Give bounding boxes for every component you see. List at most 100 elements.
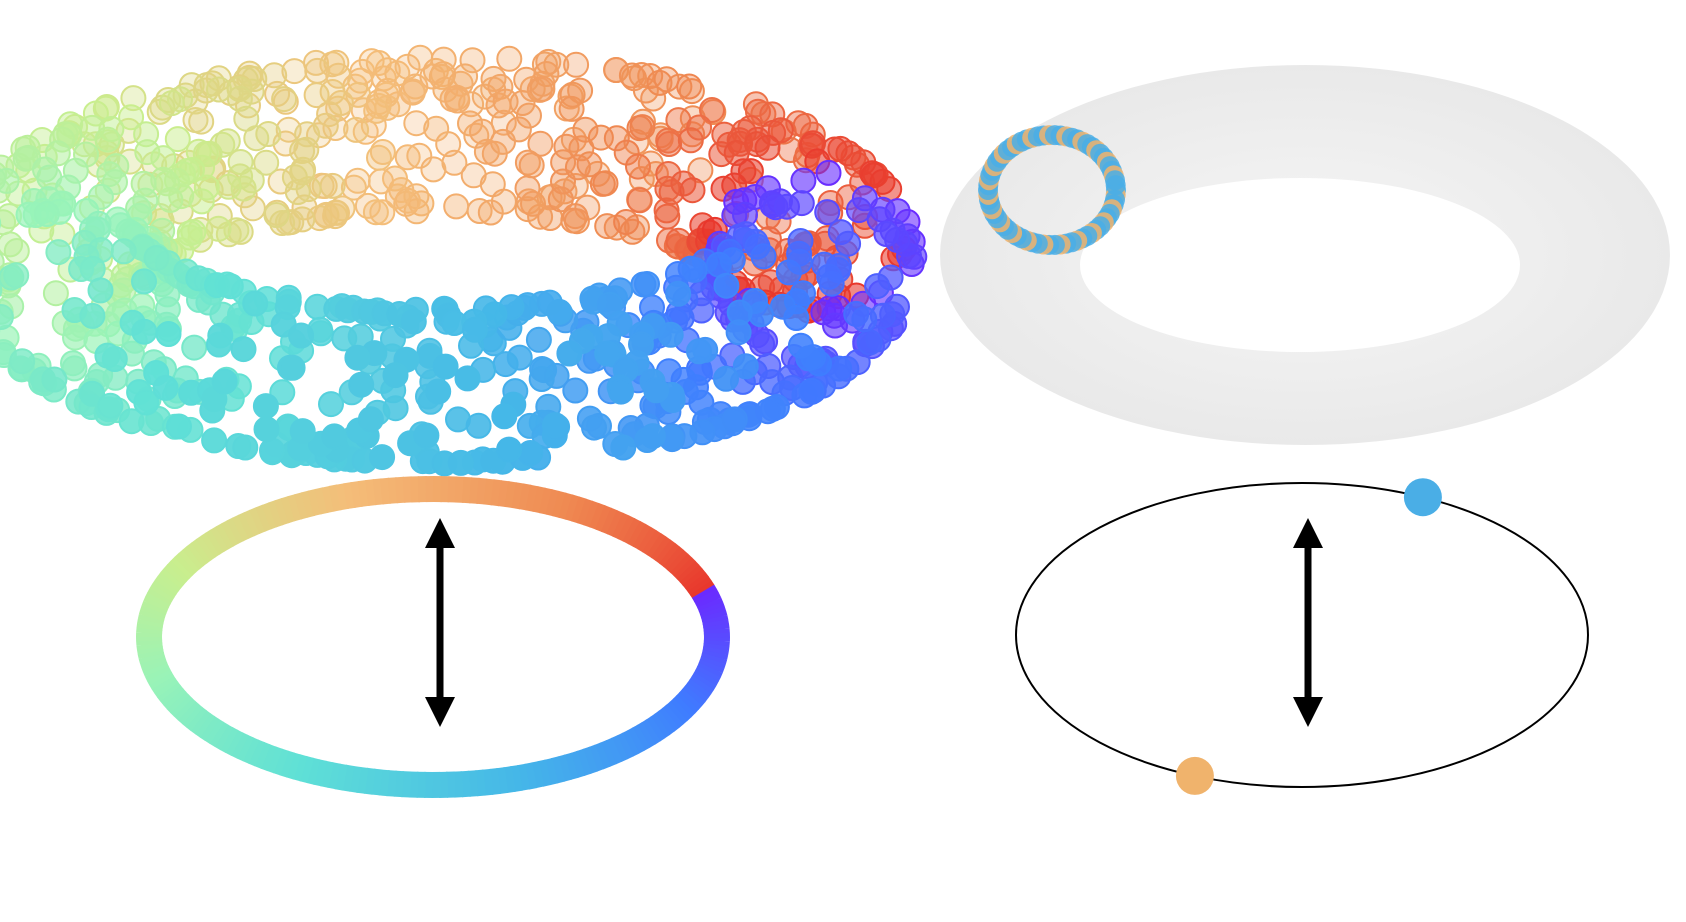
torus-point (581, 414, 607, 441)
torus-point (516, 102, 542, 129)
torus-point (120, 85, 147, 112)
torus-point (603, 57, 630, 83)
ring-segment (243, 509, 261, 537)
torus-point (459, 47, 486, 74)
torus-point (0, 304, 14, 330)
torus-point (856, 329, 883, 356)
torus-point (94, 126, 121, 153)
torus-point (322, 199, 349, 226)
ring-segment (237, 512, 256, 539)
torus-point (610, 434, 637, 461)
torus-point (677, 127, 704, 154)
ring-segment (357, 480, 370, 507)
torus-point (699, 97, 725, 123)
blue-marker (1403, 478, 1442, 517)
torus-point (514, 149, 541, 176)
torus-point (382, 362, 409, 389)
torus-point (732, 353, 759, 380)
torus-point (369, 199, 396, 226)
torus-point (425, 378, 452, 405)
torus-point (45, 239, 72, 266)
torus-point (0, 209, 17, 236)
torus-point (576, 151, 603, 178)
ring-segment (307, 488, 322, 517)
torus-point (562, 203, 589, 230)
torus-point (321, 423, 348, 450)
ring-segment (699, 656, 726, 669)
torus-point (509, 90, 536, 116)
torus-point (713, 365, 739, 392)
torus-point (639, 423, 666, 450)
torus-point (721, 406, 748, 433)
torus-point (754, 398, 781, 425)
torus-point (423, 115, 450, 142)
torus-point (42, 280, 69, 307)
torus-point (864, 273, 891, 300)
torus-point (814, 199, 841, 226)
arrow-head-up-icon (1293, 518, 1323, 548)
left-double-arrow (425, 518, 455, 727)
arrow-head-down-icon (1293, 697, 1323, 727)
torus-point (176, 220, 203, 247)
ring-segment (272, 748, 289, 776)
arrow-head-up-icon (425, 518, 455, 548)
torus-point (227, 149, 254, 175)
torus-point (822, 312, 848, 339)
ring-segment (698, 659, 725, 674)
ring-segment (637, 526, 657, 553)
ring-segment (646, 533, 667, 559)
ring-segment (137, 618, 164, 628)
torus-point (344, 344, 371, 371)
torus-point (79, 255, 106, 282)
arrow-head-down-icon (425, 697, 455, 727)
ring-segment (136, 642, 163, 651)
torus-point (289, 206, 316, 233)
ring-segment (215, 523, 235, 550)
torus-point (646, 69, 673, 96)
torus-point (131, 318, 158, 345)
torus-point (656, 131, 683, 157)
torus-point (461, 316, 488, 343)
ring-segment (557, 754, 572, 782)
torus-point (352, 118, 379, 145)
torus-point (783, 305, 810, 331)
torus-point (420, 156, 447, 183)
torus-point (253, 416, 280, 443)
torus-point (288, 322, 315, 349)
torus-point (289, 138, 316, 164)
torus-point (131, 268, 157, 295)
ring-segment (689, 580, 715, 600)
torus-point (0, 282, 3, 298)
ring-segment (627, 520, 647, 548)
torus-point (384, 60, 411, 87)
torus-point (271, 86, 298, 113)
torus-point (403, 110, 430, 137)
torus-point (357, 406, 384, 433)
torus-point (469, 118, 495, 145)
ring-segment (356, 766, 369, 794)
ring-segment (181, 703, 204, 728)
ring-segment (702, 646, 729, 656)
ring-segment (220, 520, 240, 547)
meridian-point-loop (978, 125, 1126, 255)
torus-point (487, 73, 514, 100)
torus-point (400, 308, 427, 335)
ring-segment (496, 767, 509, 794)
ring-segment (393, 770, 405, 798)
ring-segment (545, 489, 560, 517)
torus-point (750, 243, 777, 270)
torus-point (528, 366, 555, 392)
ring-segment (231, 514, 250, 542)
torus-point (134, 139, 161, 166)
ring-segment (631, 724, 651, 751)
ring-segment (149, 671, 175, 690)
ring-segment (612, 512, 630, 540)
ring-segment (173, 697, 196, 721)
torus-point (525, 326, 552, 353)
ring-segment (681, 685, 706, 707)
torus-point (97, 392, 124, 419)
torus-point (3, 262, 30, 289)
ring-segment (616, 732, 635, 760)
torus-point (279, 354, 306, 381)
torus-point (681, 256, 708, 283)
